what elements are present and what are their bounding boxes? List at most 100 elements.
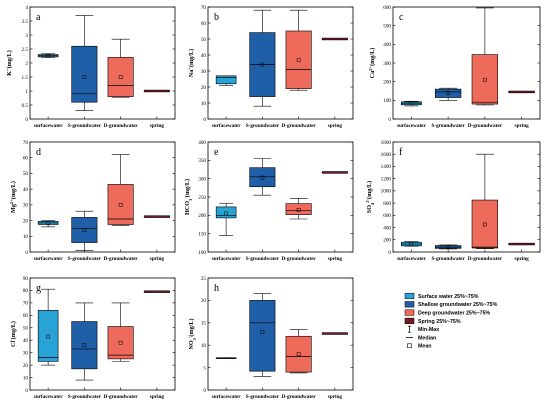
y-label-sup: - [187, 336, 192, 338]
iqr-box-flat [143, 89, 170, 93]
box-surfacewater [400, 241, 422, 247]
panel-letter: g [36, 283, 41, 294]
y-tick-label: 40 [201, 53, 207, 59]
iqr-box [471, 54, 499, 105]
legend-label: Shallow groundwater 25%~75% [418, 302, 498, 308]
iqr-box [434, 88, 462, 98]
y-tick-label: 100 [383, 98, 391, 104]
box-spring [321, 171, 348, 174]
y-axis-label: Ca2+(mg/L) [368, 48, 377, 79]
mean-marker [296, 352, 301, 357]
iqr-box-flat [321, 37, 348, 41]
y-tick-label: 300 [383, 61, 391, 67]
y-tick-label: 20 [201, 298, 207, 304]
y-tick-label: 70 [23, 140, 29, 146]
y-tick-label: 1400 [381, 164, 392, 170]
y-axis-label: HCO3-(mg/L) [183, 179, 193, 215]
y-label-sup: - [9, 339, 14, 341]
x-category-label: surfacewater [397, 123, 427, 129]
box-surfacewater [400, 100, 422, 107]
box-surfacewater [215, 75, 237, 86]
legend-item: Median [406, 335, 436, 341]
panel-letter: f [399, 147, 403, 158]
mean-marker [46, 221, 50, 225]
iqr-box [249, 167, 276, 188]
legend-label: Mean [418, 344, 432, 350]
legend-item: Min-Max [408, 325, 439, 333]
box-S-groundwater [71, 210, 98, 251]
box-D-groundwater [107, 38, 134, 98]
box-S-groundwater [71, 15, 98, 111]
mean-marker [296, 57, 301, 62]
y-tick-label: 350 [198, 158, 206, 164]
y-tick-label: 800 [383, 201, 391, 207]
mean-marker [118, 75, 123, 79]
y-label-sub: 4 [370, 202, 375, 205]
panel-frame [29, 277, 176, 391]
y-tick-label: 20 [201, 85, 207, 91]
y-tick-label: 5 [203, 365, 206, 371]
panel-a: a 0 0.5 1 1.5 2 2.5 3 3.5 4 K+(mg/L) surfacewater S-… [5, 5, 176, 129]
box-surfacewater [215, 202, 237, 236]
y-tick-label: 30 [23, 350, 29, 356]
y-tick-label: 50 [23, 326, 29, 332]
x-category-label: D-groundwater [282, 394, 317, 400]
box-D-groundwater [471, 7, 499, 106]
box-spring [508, 90, 535, 94]
iqr-box [471, 199, 499, 249]
x-category-label: D-groundwater [104, 394, 139, 400]
mean-marker [82, 228, 87, 232]
y-label-unit: (mg/L) [369, 48, 376, 66]
panel-frame [207, 277, 354, 391]
y-tick-label: 50 [23, 171, 29, 177]
x-category-label: S-groundwater [246, 123, 280, 129]
x-category-label: spring [150, 256, 165, 262]
iqr-box [285, 30, 312, 89]
legend-label: Spring 25%~75% [418, 319, 461, 325]
box-S-groundwater [434, 87, 462, 101]
legend-swatch [404, 317, 415, 324]
x-category-label: S-groundwater [68, 123, 102, 129]
y-label-unit: (mg/L) [10, 181, 17, 199]
panel-frame [207, 6, 354, 120]
x-category-label: S-groundwater [68, 256, 102, 262]
x-category-label: surfacewater [212, 394, 242, 400]
x-category-label: D-groundwater [282, 123, 317, 129]
y-axis-label: K+(mg/L) [5, 50, 14, 76]
panel-e: e 100 150 200 250 300 350 400 HCO3-(mg/L) surface… [183, 140, 354, 262]
mean-marker [446, 91, 450, 95]
y-tick-label: 400 [383, 42, 391, 48]
y-tick-label: 200 [198, 213, 206, 219]
y-tick-label: 1600 [381, 152, 392, 158]
y-tick-label: 2 [25, 61, 28, 67]
y-tick-label: 300 [198, 176, 206, 182]
y-label-main: SO [366, 205, 373, 213]
y-tick-label: 50 [201, 37, 207, 43]
y-label-sup: + [5, 68, 10, 71]
x-category-label: D-groundwater [468, 256, 503, 262]
x-category-label: spring [150, 394, 165, 400]
y-tick-label: 10 [23, 234, 29, 240]
y-tick-label: 25 [201, 276, 207, 282]
y-tick-label: 500 [383, 23, 391, 29]
box-spring [321, 332, 348, 335]
legend-label: Min-Max [418, 327, 439, 333]
panel-letter: h [214, 283, 219, 294]
legend-mean-icon [407, 343, 412, 349]
x-category-label: S-groundwater [68, 394, 102, 400]
y-label-unit: (mg/L) [188, 49, 195, 67]
panel-frame [29, 141, 176, 253]
x-category-label: S-groundwater [246, 394, 280, 400]
y-tick-label: 60 [23, 156, 29, 162]
y-label-main: K [6, 71, 13, 76]
y-tick-label: 1.5 [22, 75, 29, 81]
iqr-box-flat [143, 215, 170, 218]
mean-marker [260, 175, 265, 180]
y-tick-label: 1200 [381, 176, 392, 182]
iqr-box [249, 300, 276, 372]
box-D-groundwater [107, 302, 134, 362]
x-category-label: surfacewater [34, 394, 64, 400]
y-tick-label: 10 [201, 101, 207, 107]
panel-b: b 0 10 20 30 40 50 60 70 Na+(mg/L) surfacewater S-g… [187, 5, 354, 129]
